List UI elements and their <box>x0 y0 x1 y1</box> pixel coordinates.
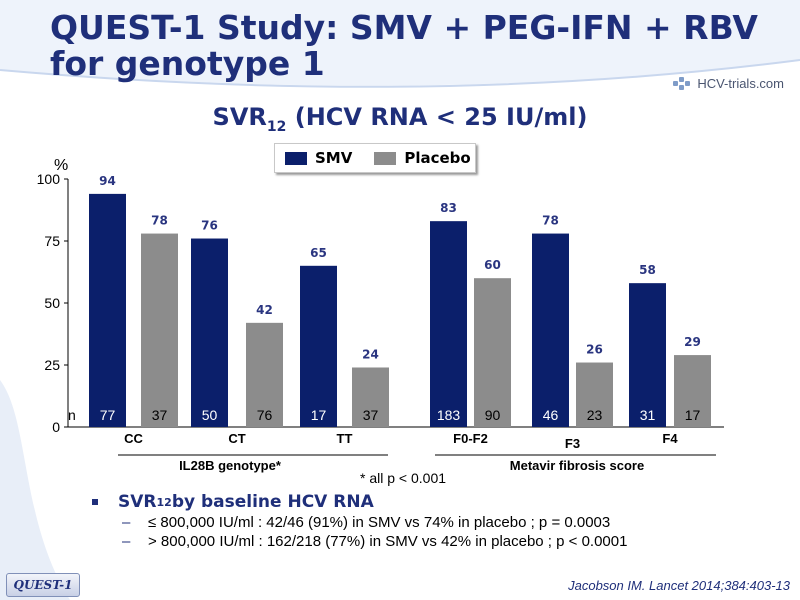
chart-subtitle: SVR12 (HCV RNA < 25 IU/ml) <box>0 103 800 135</box>
group-label-il28b: IL28B genotype* <box>179 458 282 473</box>
n-value-placebo: 76 <box>257 407 273 423</box>
n-label: n <box>68 407 76 423</box>
y-tick-label: 100 <box>37 171 61 187</box>
category-label: F4 <box>662 431 678 446</box>
data-label-placebo: 78 <box>151 214 168 228</box>
data-label-smv: 83 <box>440 201 457 215</box>
study-badge: QUEST-1 <box>6 573 80 597</box>
data-label-smv: 78 <box>542 214 559 228</box>
y-tick-label: 75 <box>44 233 60 249</box>
category-label: CC <box>124 431 143 446</box>
sub-bullet-1: – ≤ 800,000 IU/ml : 42/46 (91%) in SMV v… <box>122 514 792 531</box>
legend-label-smv: SMV <box>315 149 353 167</box>
data-label-smv: 65 <box>310 246 327 260</box>
logo-text: HCV-trials.com <box>697 76 784 91</box>
dash-icon: – <box>122 533 131 550</box>
bullet-list: SVR 12 by baseline HCV RNA – ≤ 800,000 IU… <box>92 492 792 550</box>
n-value-placebo: 23 <box>587 407 603 423</box>
bar-placebo <box>352 367 389 427</box>
legend-swatch-placebo <box>374 151 397 165</box>
n-value-smv: 50 <box>202 407 218 423</box>
category-label: TT <box>337 431 353 446</box>
bar-smv <box>430 221 467 427</box>
data-label-smv: 94 <box>99 174 116 188</box>
bar-smv <box>191 238 228 427</box>
n-value-placebo: 37 <box>363 407 379 423</box>
n-value-placebo: 37 <box>152 407 168 423</box>
y-tick-label: 25 <box>44 357 60 373</box>
data-label-smv: 76 <box>201 219 218 233</box>
hcv-trials-logo: HCV-trials.com <box>673 76 784 91</box>
n-value-smv: 31 <box>640 407 656 423</box>
bullet-main-rest: by baseline HCV RNA <box>171 492 374 512</box>
bar-placebo <box>474 278 511 427</box>
bar-smv <box>532 233 569 427</box>
y-tick-label: 50 <box>44 295 60 311</box>
logo-mark-icon <box>673 76 693 91</box>
n-value-placebo: 90 <box>485 407 501 423</box>
category-label: CT <box>228 431 245 446</box>
dash-icon: – <box>122 514 131 531</box>
category-label: F0-F2 <box>453 431 488 446</box>
title-line-2: for genotype 1 <box>50 44 325 83</box>
group-label-metavir: Metavir fibrosis score <box>510 458 644 473</box>
sub-bullet-2-text: > 800,000 IU/ml : 162/218 (77%) in SMV v… <box>148 533 628 550</box>
sub-bullet-1-text: ≤ 800,000 IU/ml : 42/46 (91%) in SMV vs … <box>148 514 611 531</box>
legend-item-smv: SMV <box>275 149 352 167</box>
data-label-smv: 58 <box>639 263 656 277</box>
n-value-smv: 77 <box>100 407 116 423</box>
n-value-smv: 46 <box>543 407 559 423</box>
data-label-placebo: 26 <box>586 343 603 357</box>
significance-footnote: * all p < 0.001 <box>360 470 447 486</box>
chart-legend: SMV Placebo <box>274 143 476 173</box>
y-axis-label: % <box>54 157 68 174</box>
subtitle-rest: (HCV RNA < 25 IU/ml) <box>286 103 588 131</box>
data-label-placebo: 42 <box>256 303 273 317</box>
sub-bullet-2: – > 800,000 IU/ml : 162/218 (77%) in SMV… <box>122 533 792 550</box>
legend-swatch-smv <box>285 151 307 165</box>
subtitle-main: SVR <box>212 103 267 131</box>
y-tick-label: 0 <box>52 419 60 435</box>
data-label-placebo: 60 <box>484 258 501 272</box>
bullet-main-text: SVR <box>118 492 157 512</box>
subtitle-subscript: 12 <box>266 118 287 135</box>
bar-placebo <box>246 322 283 427</box>
bar-placebo <box>141 233 178 427</box>
bullet-main-subscript: 12 <box>156 495 172 509</box>
bar-placebo <box>674 355 711 427</box>
n-value-smv: 17 <box>311 407 327 423</box>
slide-title: QUEST-1 Study: SMV + PEG-IFN + RBV for g… <box>50 10 758 82</box>
bar-smv <box>300 265 337 427</box>
citation: Jacobson IM. Lancet 2014;384:403-13 <box>568 578 790 593</box>
legend-label-placebo: Placebo <box>404 149 471 167</box>
bar-smv <box>89 193 126 427</box>
n-value-placebo: 17 <box>685 407 701 423</box>
bar-placebo <box>576 362 613 427</box>
bullet-main: SVR 12 by baseline HCV RNA <box>92 492 792 512</box>
n-value-smv: 183 <box>437 407 461 423</box>
legend-item-placebo: Placebo <box>364 149 471 167</box>
title-line-1: QUEST-1 Study: SMV + PEG-IFN + RBV <box>50 8 758 47</box>
bar-smv <box>629 283 666 427</box>
bullet-square-icon <box>92 499 98 505</box>
data-label-placebo: 24 <box>362 347 379 361</box>
category-label: F3 <box>565 436 580 451</box>
data-label-placebo: 29 <box>684 335 701 349</box>
